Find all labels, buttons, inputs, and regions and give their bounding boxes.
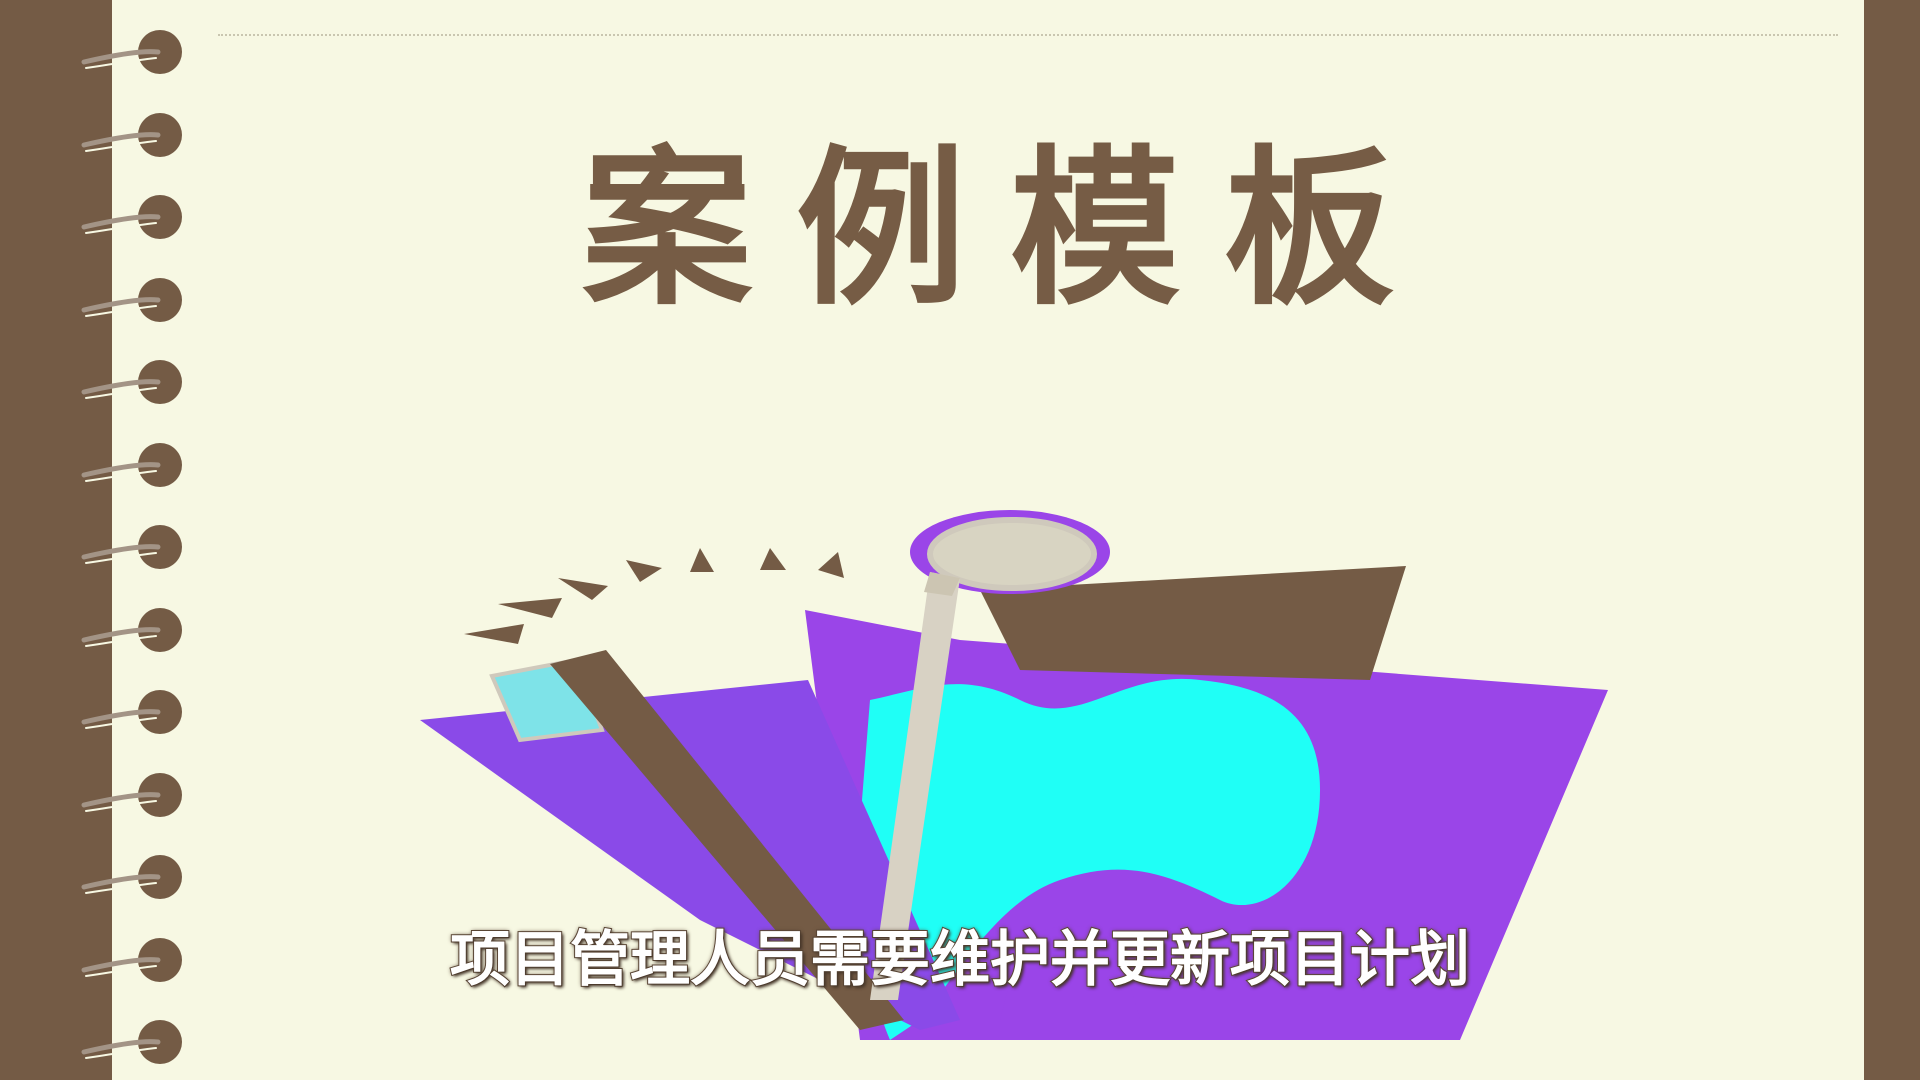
binder-ring: [81, 607, 182, 652]
binder-ring: [81, 525, 182, 569]
magnifier-handle: [870, 572, 960, 1000]
cyan-panel: [861, 678, 1320, 1040]
top-dotted-rule: [218, 34, 1838, 36]
binder-ring: [81, 690, 182, 734]
ray-mark: [498, 598, 562, 618]
binder-ring: [81, 937, 182, 982]
magnifier-handle-edge: [924, 572, 960, 596]
binder-ring: [81, 195, 182, 239]
brown-card: [980, 566, 1406, 680]
binder-ring: [81, 360, 182, 404]
magnifier-lens: [927, 517, 1097, 591]
ray-mark: [464, 624, 524, 644]
ray-mark: [818, 552, 844, 578]
ray-mark: [626, 560, 662, 582]
project-folder-illustration: [420, 510, 1608, 1040]
page-title: 案例模板: [581, 131, 1438, 329]
binder-ring: [81, 855, 182, 899]
binder-ring: [81, 442, 182, 487]
binder-ring: [81, 772, 182, 817]
right-border-bar: [1864, 0, 1920, 1080]
ray-mark: [558, 578, 608, 600]
ray-mark: [690, 548, 714, 572]
binder-ring: [81, 112, 182, 157]
brown-stick: [550, 650, 904, 1030]
ray-mark: [760, 548, 786, 570]
binder-ring: [81, 277, 182, 322]
binder-spine: [0, 0, 112, 1080]
subtitle-caption: 项目管理人员需要维护并更新项目计划: [449, 924, 1471, 996]
binder-ring: [81, 30, 182, 74]
binder-ring: [81, 1020, 182, 1064]
purple-bump: [1000, 926, 1140, 1020]
